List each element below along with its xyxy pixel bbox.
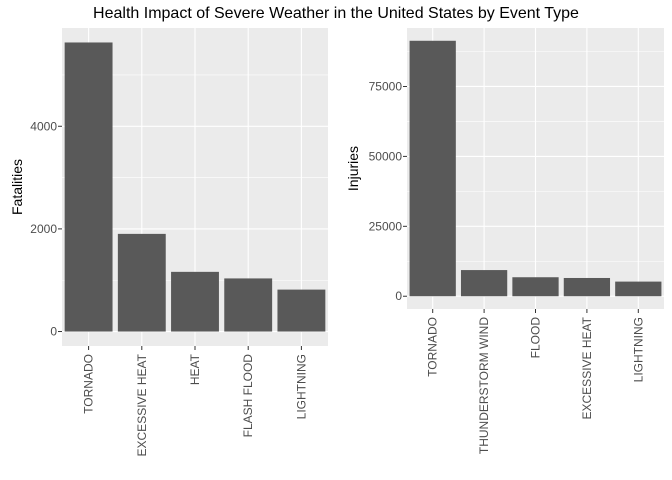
y-tick-label: 75000 — [369, 79, 403, 93]
fatalities-bar — [277, 289, 326, 332]
injuries-panel: 0 25000 50000 75000 TORNADO THUNDERSTORM WIND… — [345, 28, 664, 454]
x-tick-label: HEAT — [188, 353, 202, 385]
y-tick-label: 0 — [395, 289, 402, 303]
x-tick-label: THUNDERSTORM WIND — [477, 317, 491, 454]
y-tick-label: 4000 — [30, 119, 57, 133]
x-tick-label: LIGHTNING — [294, 354, 308, 419]
x-tick-label: FLOOD — [529, 317, 543, 359]
fatalities-bar — [224, 278, 273, 332]
injuries-bar — [512, 277, 559, 297]
fatalities-bar — [64, 42, 113, 332]
y-axis-title: Fatalities — [9, 159, 25, 215]
x-tick-label: EXCESSIVE HEAT — [135, 353, 149, 456]
y-axis-title: Injuries — [345, 146, 361, 191]
fatalities-bar — [171, 271, 219, 332]
injuries-bar — [615, 281, 662, 297]
y-tick-label: 25000 — [369, 219, 403, 233]
x-tick-label: FLASH FLOOD — [241, 354, 255, 438]
x-tick-label: LIGHTNING — [631, 317, 645, 382]
y-tick-label: 0 — [50, 325, 57, 339]
injuries-bar — [409, 40, 456, 297]
y-tick-label: 2000 — [30, 222, 57, 236]
fatalities-panel: 0 2000 4000 TORNADO EXCESSIVE HEAT HEAT FLASH … — [9, 28, 328, 456]
x-tick-label: TORNADO — [426, 317, 440, 377]
y-tick-label: 50000 — [369, 149, 403, 163]
x-tick-label: TORNADO — [82, 354, 96, 414]
injuries-bar — [563, 277, 611, 297]
chart-title: Health Impact of Severe Weather in the U… — [93, 5, 579, 22]
fatalities-bar — [117, 233, 166, 332]
injuries-bar — [460, 270, 508, 297]
x-tick-label: EXCESSIVE HEAT — [580, 316, 594, 419]
